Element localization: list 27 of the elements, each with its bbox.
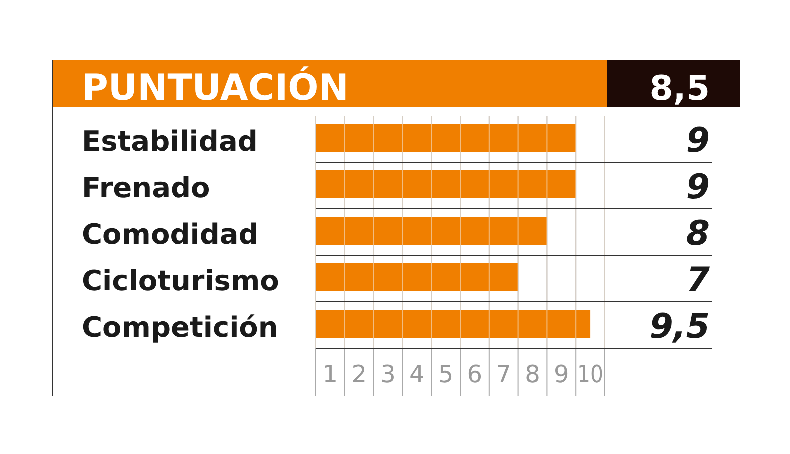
y-tick-label: Cicloturismo xyxy=(82,264,280,298)
bar xyxy=(316,264,518,292)
data-label: 9,5 xyxy=(650,307,710,347)
text: 8,5 xyxy=(650,69,710,109)
x-tick-label: 1 xyxy=(322,360,338,388)
x-tick-label: 3 xyxy=(380,360,396,388)
data-label: 9 xyxy=(686,121,710,161)
chart-title: PUNTUACIÓN xyxy=(82,66,349,109)
x-tick-label: 7 xyxy=(496,360,512,388)
bar xyxy=(316,124,576,152)
y-tick-label: Comodidad xyxy=(82,218,259,251)
data-label: 8 xyxy=(686,214,710,254)
y-tick-label: Frenado xyxy=(82,172,210,204)
x-tick-label: 5 xyxy=(438,360,454,388)
x-tick-label: 2 xyxy=(352,360,367,388)
bar xyxy=(316,310,591,338)
y-tick-label: Competición xyxy=(82,311,278,344)
bar xyxy=(316,217,548,245)
data-label: 9 xyxy=(686,168,710,208)
data-label: 7 xyxy=(686,260,710,300)
x-tick-label: 8 xyxy=(525,360,540,388)
bar xyxy=(316,170,576,198)
x-tick-label: 6 xyxy=(467,360,483,388)
x-tick-label: 10 xyxy=(578,360,608,388)
x-tick-label: 4 xyxy=(410,360,425,388)
x-tick-label: 9 xyxy=(554,360,570,388)
y-tick-label: Estabilidad xyxy=(82,125,258,158)
